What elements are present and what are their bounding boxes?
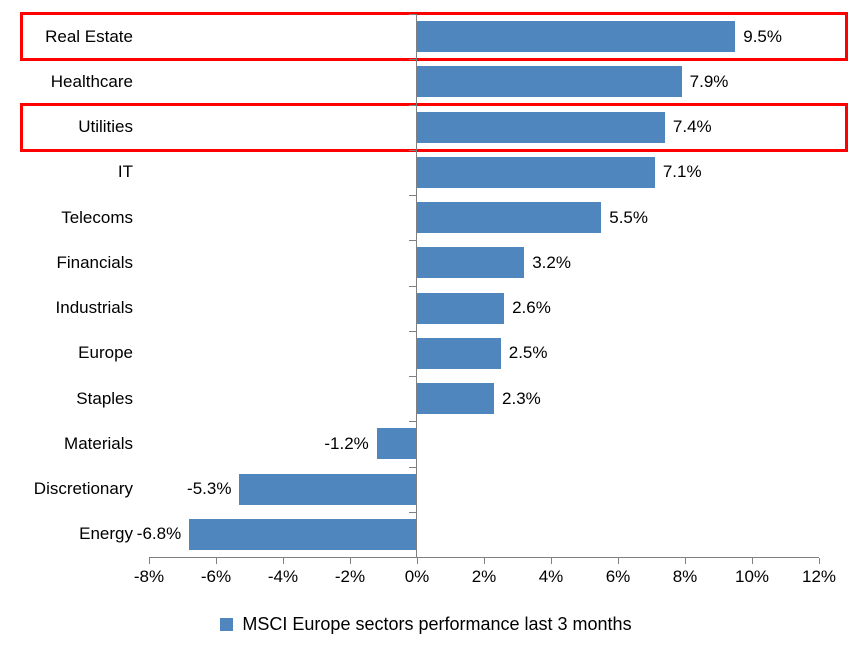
bar: [417, 202, 602, 234]
category-axis-tick: [409, 240, 416, 242]
category-label: Healthcare: [50, 71, 133, 91]
value-axis-tick: [417, 558, 418, 564]
category-axis-tick: [409, 195, 416, 196]
category-label: Staples: [76, 388, 133, 408]
value-axis-tick: [752, 558, 753, 564]
bar: [417, 21, 736, 53]
data-label: 7.1%: [662, 162, 702, 182]
value-axis-tick-label: -6%: [200, 567, 232, 586]
bar: [417, 292, 505, 324]
category-label: Energy: [79, 524, 133, 544]
value-axis-line: [149, 557, 819, 558]
value-axis-tick-label: 4%: [538, 567, 564, 586]
value-axis-tick-label: 12%: [801, 567, 837, 586]
category-axis-tick: [409, 285, 416, 287]
category-axis-tick: [409, 376, 416, 377]
value-axis-tick: [819, 558, 820, 564]
data-label: -6.8%: [136, 524, 182, 544]
category-axis-tick: [409, 421, 416, 423]
value-axis-tick: [685, 558, 686, 564]
data-label: 9.5%: [743, 26, 782, 46]
bar: [417, 247, 525, 279]
category-label: Industrials: [55, 298, 133, 318]
bar: [376, 428, 417, 460]
data-label: 3.2%: [532, 252, 571, 272]
legend-marker-icon: [220, 617, 234, 631]
value-axis-tick: [551, 558, 552, 564]
category-label: Real Estate: [45, 26, 133, 46]
bar: [417, 337, 501, 369]
highlight-box: [20, 12, 848, 62]
category-axis-tick: [409, 14, 416, 15]
value-axis-tick: [283, 558, 284, 564]
value-axis-tick: [216, 558, 217, 564]
category-axis-line: [416, 14, 417, 557]
bar: [417, 156, 655, 188]
category-label: Materials: [64, 433, 133, 453]
category-label: Europe: [78, 343, 133, 363]
value-axis-tick-label: 8%: [672, 567, 698, 586]
data-label: 2.3%: [502, 388, 541, 408]
value-axis-tick: [618, 558, 619, 564]
value-axis-tick-label: 6%: [605, 567, 631, 586]
value-axis-tick-label: 2%: [471, 567, 497, 586]
legend: MSCI Europe sectors performance last 3 m…: [0, 610, 852, 638]
value-axis-tick: [484, 558, 485, 564]
bar: [239, 473, 417, 505]
data-label: 7.9%: [689, 71, 729, 91]
value-axis-tick: [350, 558, 351, 564]
category-axis-tick: [409, 330, 416, 332]
category-label: IT: [117, 162, 133, 182]
value-axis-tick-label: -8%: [133, 567, 165, 586]
data-label: 7.4%: [672, 117, 712, 137]
data-label: 2.5%: [508, 343, 548, 363]
category-axis-tick: [409, 59, 416, 61]
data-label: 2.6%: [512, 298, 551, 318]
legend-label: MSCI Europe sectors performance last 3 m…: [242, 613, 632, 634]
bar: [417, 383, 495, 415]
category-axis-tick: [409, 511, 416, 513]
bar: [417, 66, 682, 98]
data-label: -1.2%: [324, 433, 369, 453]
value-axis-tick-label: -4%: [267, 567, 299, 586]
data-label: 5.5%: [609, 207, 648, 227]
value-axis-tick-label: -2%: [334, 567, 366, 586]
category-label: Telecoms: [61, 207, 133, 227]
category-axis-tick: [409, 149, 416, 151]
value-axis-tick-label: 10%: [734, 567, 770, 586]
category-axis-tick: [409, 466, 416, 468]
highlight-box: [20, 102, 848, 152]
value-axis-tick-label: 0%: [404, 567, 430, 586]
value-axis-tick: [149, 558, 150, 564]
category-label: Financials: [56, 252, 133, 272]
bar: [417, 111, 665, 143]
data-label: -5.3%: [187, 479, 232, 499]
category-axis-tick: [409, 104, 416, 106]
category-label: Discretionary: [33, 479, 133, 499]
bar: [189, 518, 417, 550]
category-label: Utilities: [78, 117, 133, 137]
